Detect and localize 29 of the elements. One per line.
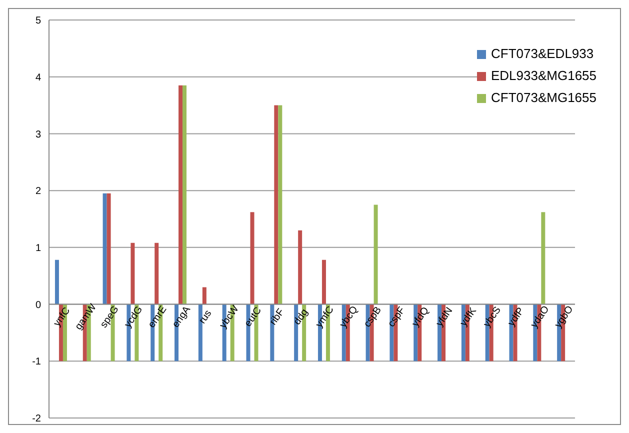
bar [374, 204, 378, 304]
y-tick-label: 4 [35, 72, 42, 84]
bar [322, 260, 326, 304]
bar [106, 193, 111, 304]
y-tick-label: 1 [35, 242, 42, 254]
y-tick-label: 0 [35, 300, 42, 311]
legend-label: CFT073&EDL933 [491, 45, 594, 63]
x-tick-label: ddg [292, 307, 311, 328]
bar [274, 105, 278, 304]
bar [182, 85, 187, 304]
bar [178, 85, 183, 304]
y-tick-label: -1 [32, 356, 42, 368]
bar [250, 212, 254, 304]
bar [154, 242, 159, 304]
bar [202, 287, 206, 304]
x-tick-label: rus [197, 308, 214, 326]
bar [130, 242, 135, 304]
y-tick-label: 3 [35, 129, 42, 140]
bar [298, 230, 302, 304]
bar [102, 193, 107, 304]
y-tick-label: 2 [35, 186, 42, 198]
legend-label: EDL933&MG1655 [491, 67, 597, 85]
bar [54, 260, 59, 304]
bar [278, 105, 282, 304]
legend-label: CFT073&MG1655 [491, 89, 596, 107]
bar [541, 212, 546, 304]
y-tick-label: -2 [32, 414, 42, 425]
y-tick-label: 5 [35, 16, 42, 27]
x-tick-label: ribF [268, 306, 287, 328]
